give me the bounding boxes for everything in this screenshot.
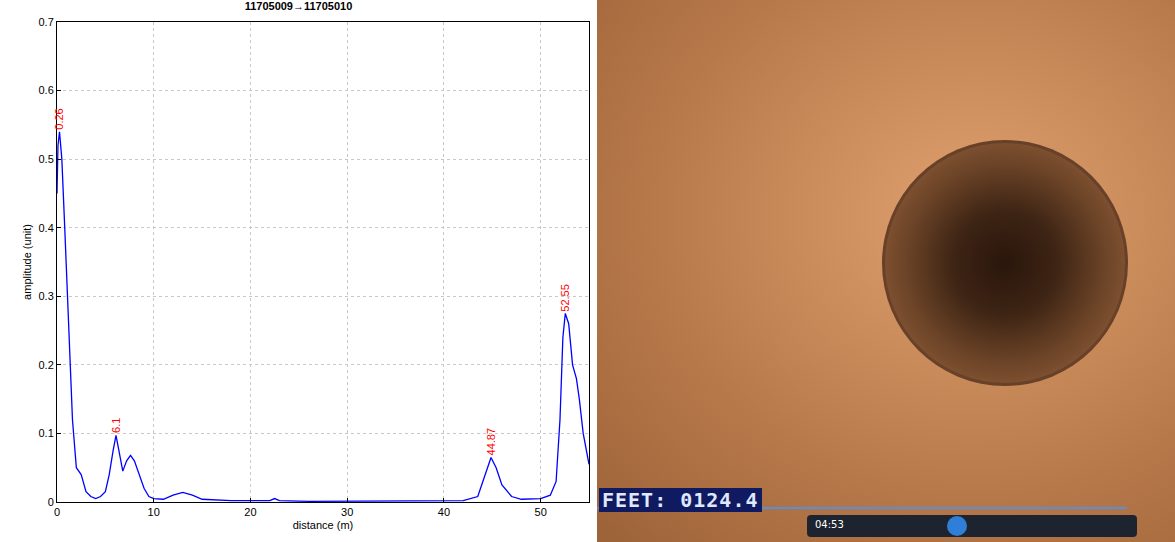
svg-text:0: 0 [54,506,60,518]
svg-text:0.3: 0.3 [39,290,54,302]
svg-text:6.1: 6.1 [110,418,122,433]
svg-text:11705009→11705010: 11705009→11705010 [245,0,353,12]
svg-text:0.4: 0.4 [39,222,54,234]
svg-text:0.26: 0.26 [53,108,65,129]
svg-text:distance (m): distance (m) [293,519,354,531]
svg-text:amplitude (unit): amplitude (unit) [21,224,33,300]
html-text:04:53: 04:53 [815,519,844,530]
svg-text:40: 40 [438,506,450,518]
svg-text:50: 50 [535,506,547,518]
svg-text:10: 10 [148,506,160,518]
svg-text:0: 0 [48,496,54,508]
svg-text:0.7: 0.7 [39,16,54,28]
svg-text:0.1: 0.1 [39,427,54,439]
svg-text:44.87: 44.87 [485,428,497,456]
html-text:FEET: 0124.4: FEET: 0124.4 [602,488,759,512]
svg-text:0.6: 0.6 [39,84,54,96]
svg-text:20: 20 [244,506,256,518]
svg-text:30: 30 [341,506,353,518]
svg-text:0.5: 0.5 [39,153,54,165]
svg-text:0.2: 0.2 [39,359,54,371]
svg-text:52.55: 52.55 [559,284,571,312]
